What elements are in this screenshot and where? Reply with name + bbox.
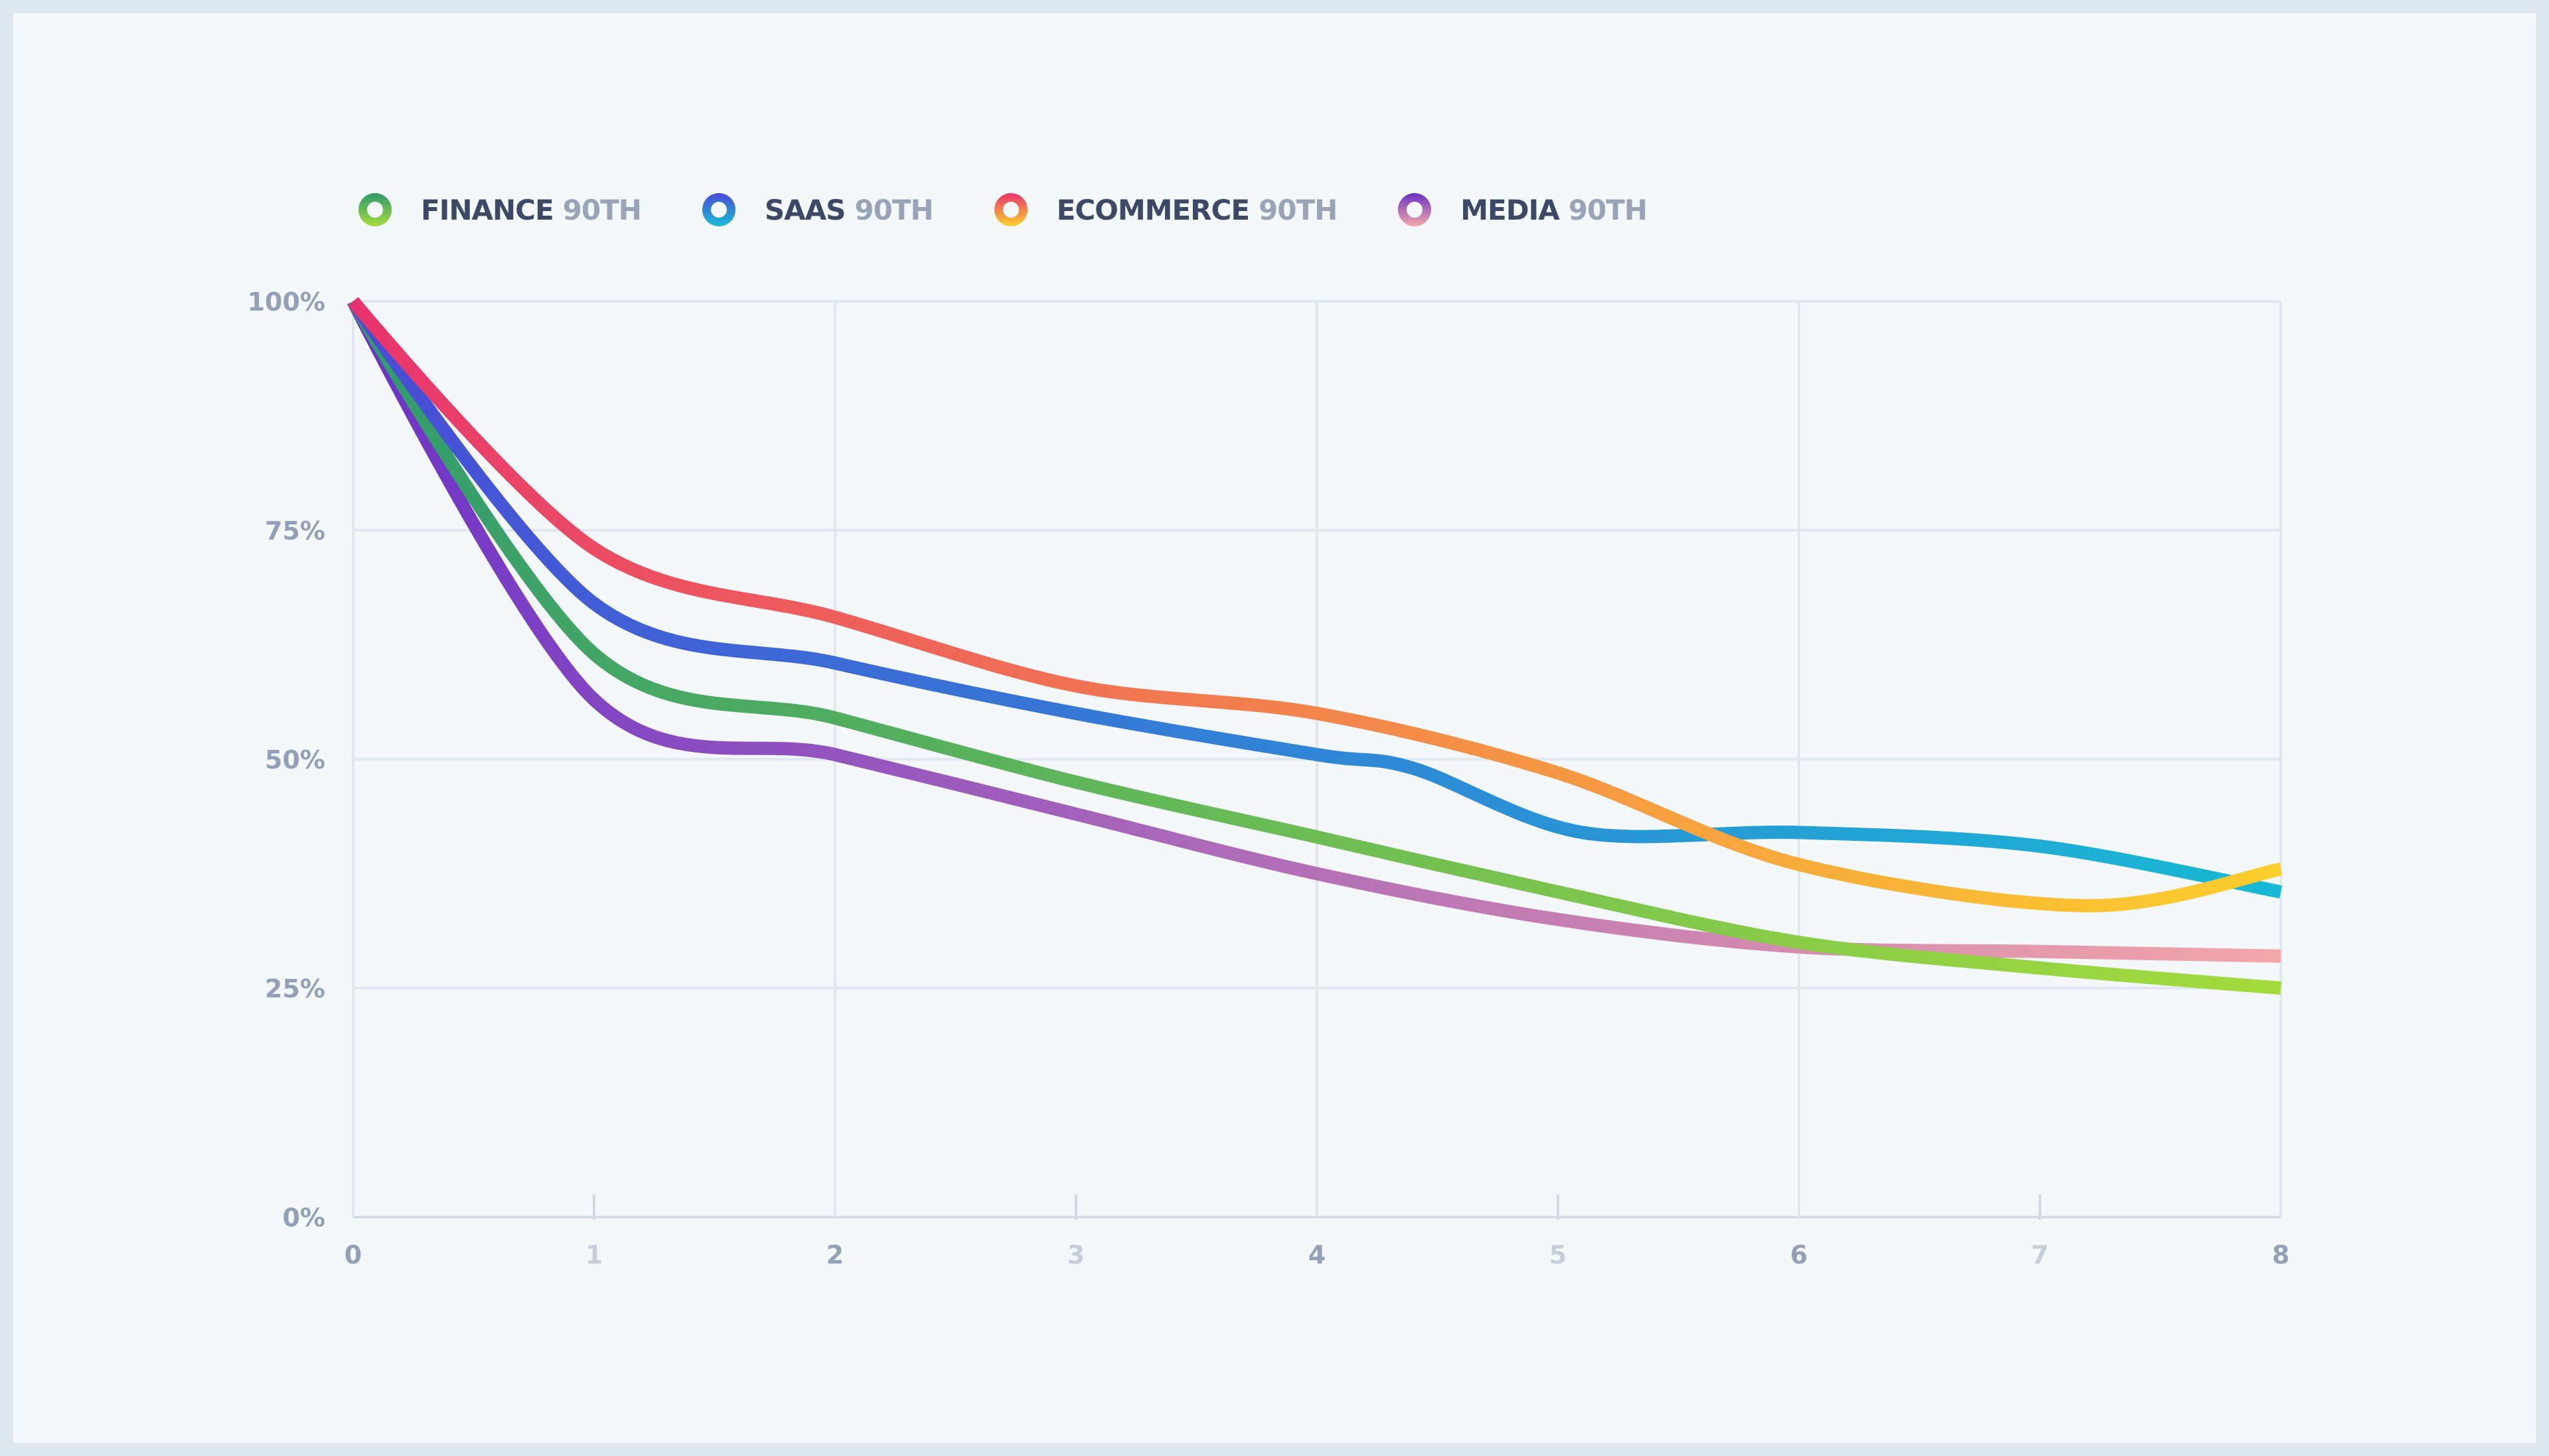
legend-suffix-media: 90TH (1568, 193, 1648, 226)
y-tick-label-1: 25% (265, 974, 325, 1003)
series-line-saas[interactable] (347, 297, 2282, 899)
x-tick-label-2: 2 (826, 1240, 844, 1270)
x-tick-label-6: 6 (1790, 1240, 1808, 1270)
chart-axis-labels: 0% 25% 50% 75% 100% 0 1 2 3 4 5 6 7 8 (248, 287, 2290, 1270)
legend-item-media[interactable]: MEDIA 90TH (1398, 193, 1648, 226)
chart-legend: FINANCE 90TH SAAS 90TH ECOMMERCE 90TH ME… (358, 184, 1708, 235)
series-line-ecommerce[interactable] (348, 297, 2282, 912)
legend-label-media: MEDIA (1460, 193, 1559, 226)
legend-ring-icon-media (1398, 193, 1432, 226)
x-tick-label-1: 1 (585, 1240, 603, 1270)
chart-series (347, 297, 2282, 995)
legend-label-finance: FINANCE (421, 193, 554, 226)
legend-label-saas: SAAS (764, 193, 846, 226)
chart-card (13, 13, 2536, 1443)
legend-ring-icon-finance (358, 193, 392, 226)
x-tick-label-4: 4 (1308, 1240, 1326, 1270)
y-tick-label-2: 50% (265, 745, 325, 774)
legend-item-finance[interactable]: FINANCE 90TH (358, 193, 642, 226)
y-tick-label-3: 75% (265, 516, 325, 546)
legend-label-ecommerce: ECOMMERCE (1056, 193, 1250, 226)
legend-ring-icon-ecommerce (994, 193, 1028, 226)
y-tick-label-4: 100% (248, 287, 325, 317)
x-tick-label-8: 8 (2272, 1240, 2289, 1270)
legend-suffix-finance: 90TH (562, 193, 642, 226)
x-tick-label-3: 3 (1067, 1240, 1085, 1270)
x-tick-label-5: 5 (1549, 1240, 1567, 1270)
x-tick-label-7: 7 (2031, 1240, 2048, 1270)
legend-suffix-ecommerce: 90TH (1259, 193, 1338, 226)
series-line-finance[interactable] (347, 298, 2281, 995)
x-tick-label-0: 0 (345, 1240, 362, 1270)
series-line-media[interactable] (347, 298, 2281, 963)
y-tick-label-0: 0% (282, 1203, 325, 1232)
legend-suffix-saas: 90TH (854, 193, 933, 226)
legend-item-ecommerce[interactable]: ECOMMERCE 90TH (994, 193, 1338, 226)
legend-item-saas[interactable]: SAAS 90TH (702, 193, 934, 226)
legend-ring-icon-saas (702, 193, 735, 226)
